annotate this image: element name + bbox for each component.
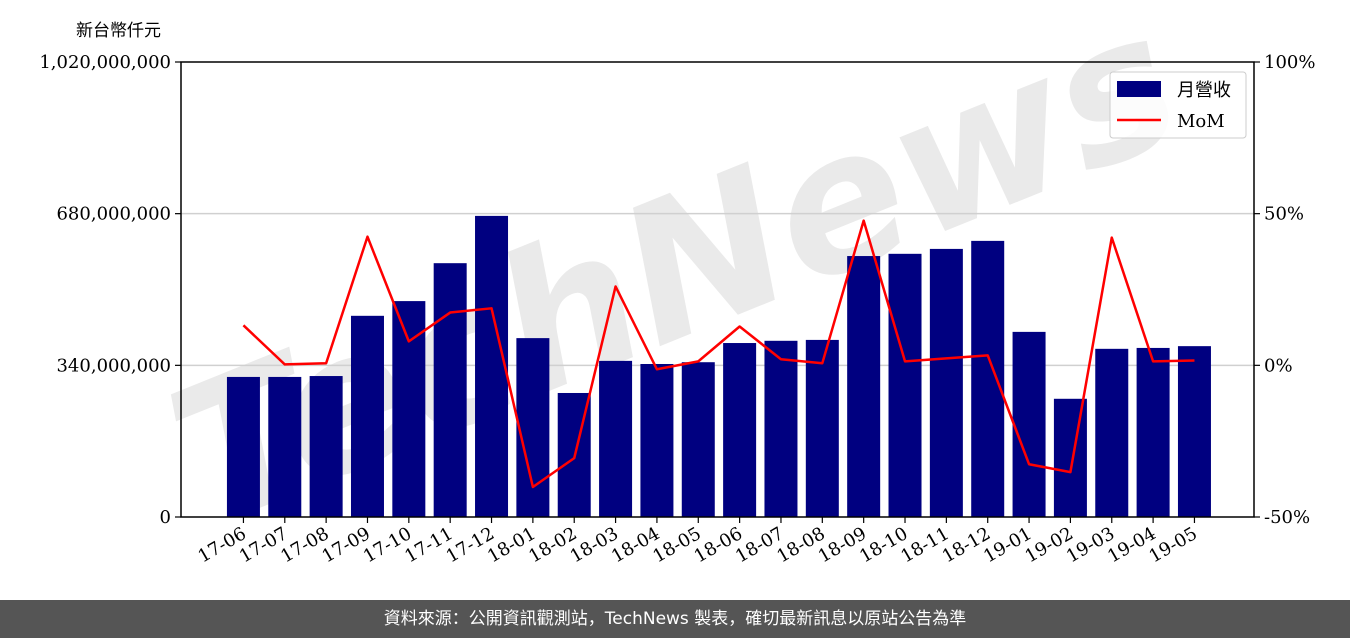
plot-frame bbox=[180, 61, 1255, 518]
right-tick-label: 100% bbox=[1264, 52, 1315, 73]
bar-19-02 bbox=[1053, 398, 1087, 517]
bar-19-04 bbox=[1136, 347, 1170, 517]
bar-18-04 bbox=[640, 363, 674, 517]
legend-label-revenue: 月營收 bbox=[1177, 80, 1231, 101]
bar-18-03 bbox=[599, 360, 633, 517]
legend-label-mom: MoM bbox=[1177, 111, 1225, 132]
bar-18-11 bbox=[929, 248, 963, 517]
y-axis-unit-label: 新台幣仟元 bbox=[76, 21, 161, 41]
left-tick-label: 340,000,000 bbox=[56, 355, 171, 376]
bar-18-07 bbox=[764, 340, 798, 517]
bar-17-09 bbox=[350, 315, 384, 517]
bar-19-03 bbox=[1095, 348, 1129, 517]
bar-17-12 bbox=[475, 215, 509, 517]
bar-17-11 bbox=[433, 263, 467, 517]
right-tick-label: -50% bbox=[1264, 507, 1310, 528]
bar-19-01 bbox=[1012, 331, 1046, 517]
bar-18-05 bbox=[681, 362, 715, 517]
legend-swatch-bar bbox=[1117, 81, 1161, 97]
bar-17-07 bbox=[268, 376, 302, 517]
bar-18-01 bbox=[516, 338, 550, 517]
left-tick-label: 1,020,000,000 bbox=[39, 52, 171, 73]
bar-18-12 bbox=[971, 240, 1005, 518]
mom-line bbox=[242, 219, 1195, 489]
watermark-logo: TechNews bbox=[143, 0, 1207, 570]
bar-18-08 bbox=[805, 339, 839, 517]
bar-17-08 bbox=[309, 376, 343, 517]
right-tick-label: 0% bbox=[1264, 355, 1293, 376]
bar-18-10 bbox=[888, 253, 922, 517]
bar-19-05 bbox=[1177, 346, 1211, 517]
bar-17-10 bbox=[392, 301, 426, 517]
x-tick-label: 19-05 bbox=[1146, 523, 1201, 567]
left-tick-label: 0 bbox=[160, 507, 171, 528]
bar-18-09 bbox=[847, 256, 881, 517]
legend: 月營收 MoM bbox=[1109, 71, 1247, 139]
source-footer: 資料來源：公開資訊觀測站，TechNews 製表，確切最新訊息以原站公告為準 bbox=[0, 600, 1350, 638]
left-tick-label: 680,000,000 bbox=[56, 204, 171, 225]
right-tick-label: 50% bbox=[1264, 204, 1304, 225]
bar-18-06 bbox=[723, 343, 757, 517]
bar-17-06 bbox=[226, 376, 260, 517]
